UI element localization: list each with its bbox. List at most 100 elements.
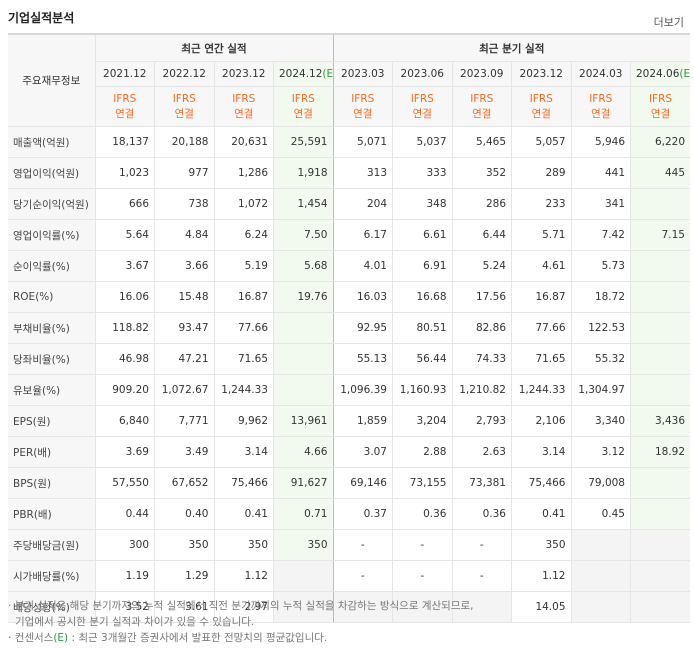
value: 3.67	[125, 260, 149, 272]
value: 5.64	[125, 229, 149, 241]
value-cell: 57,550	[94, 467, 155, 499]
value: 9,962	[237, 415, 268, 427]
row-label: 주당배당금(원)	[13, 539, 80, 552]
value-cell: 6.17	[332, 219, 393, 251]
value: 3.69	[125, 446, 149, 458]
row-label: PER(배)	[13, 446, 52, 459]
value-cell: 25,591	[273, 126, 333, 158]
value: 1,304.97	[578, 384, 625, 396]
period-label: 2024.03	[579, 68, 623, 80]
standard-label: IFRS	[648, 92, 673, 105]
value: 3.66	[185, 260, 209, 272]
value-cell: 5.19	[213, 250, 274, 282]
corner-cell: 주요재무정보	[8, 33, 95, 127]
value-cell	[392, 591, 452, 623]
data-row: 시가배당률(%) 1.19 1.29 1.12 - - - 1.12	[8, 560, 690, 592]
note: · 분기 실적은 해당 분기까지의 누적 실적에서 직전 분기까지의 누적 실적…	[8, 598, 473, 630]
note-text: 분기 실적은 해당 분기까지의 누적 실적에서 직전 분기까지의 누적 실적을 …	[14, 600, 474, 612]
data-row: 부채비율(%) 118.82 93.47 77.66 92.95 80.51 82.86 77…	[8, 312, 690, 344]
row-label: EPS(원)	[13, 415, 51, 428]
value-cell: 666	[94, 188, 155, 220]
corner-label: 주요재무정보	[22, 75, 81, 87]
value-cell: 4.61	[511, 250, 571, 282]
value-cell: 77.66	[511, 312, 571, 344]
value-cell: 3.52	[94, 591, 155, 623]
data-row: 영업이익(억원) 1,023 977 1,286 1,918 313 333 352 289 44…	[8, 157, 690, 189]
value: 77.66	[535, 322, 566, 334]
value-cell: 6.91	[392, 250, 452, 282]
value: 25,591	[290, 136, 328, 148]
row-label: 시가배당률(%)	[13, 570, 80, 583]
value-cell	[630, 250, 690, 282]
value-cell: 46.98	[94, 343, 155, 375]
value-cell: -	[392, 529, 452, 561]
row-label-cell: 영업이익률(%)	[8, 219, 95, 251]
value-cell: 1.29	[154, 560, 214, 592]
value: 79,008	[588, 477, 625, 489]
value: 1.19	[125, 570, 149, 582]
estimate-mark: (E)	[322, 68, 333, 80]
value-cell: 5,057	[511, 126, 571, 158]
value-cell: 350	[154, 529, 214, 561]
value: 15.48	[178, 291, 209, 303]
value: 5.73	[601, 260, 625, 272]
standard-label: 연결	[174, 107, 194, 120]
value: 6.44	[482, 229, 506, 241]
value-cell: -	[451, 560, 512, 592]
row-label: BPS(원)	[13, 477, 52, 490]
value-cell: 0.36	[392, 498, 452, 530]
value: 2.97	[244, 601, 268, 613]
value: 0.71	[304, 508, 328, 520]
value: 289	[545, 167, 566, 179]
value-cell: 5.71	[511, 219, 571, 251]
value: -	[420, 570, 425, 582]
more-link[interactable]: 더보기	[653, 16, 684, 29]
value-cell: 348	[392, 188, 452, 220]
row-label: ROE(%)	[13, 291, 54, 303]
value: -	[479, 539, 484, 551]
value: 1,072	[237, 198, 268, 210]
value-cell: 55.32	[570, 343, 631, 375]
data-row: ROE(%) 16.06 15.48 16.87 19.76 16.03 16.68 17.5…	[8, 281, 690, 313]
value-cell: 20,631	[213, 126, 274, 158]
value-cell: 289	[511, 157, 571, 189]
value: 80.51	[416, 322, 447, 334]
period-header: 2024.06(E)	[630, 61, 690, 87]
value: 300	[128, 539, 149, 551]
data-row: PBR(배) 0.44 0.40 0.41 0.71 0.37 0.36 0.36 0.41 0.…	[8, 498, 690, 530]
value: 19.76	[297, 291, 328, 303]
indent: 기업에서 공시한 분기 실적과 차이가 있을 수 있습니다.	[8, 616, 254, 628]
value: 47.21	[178, 353, 209, 365]
standard-label: IFRS	[589, 92, 613, 105]
value: 0.41	[244, 508, 268, 520]
value-cell: 5,071	[332, 126, 393, 158]
value-cell: 1,244.33	[511, 374, 571, 406]
value-cell: 82.86	[451, 312, 512, 344]
value: 0.37	[363, 508, 387, 520]
value: 6,840	[118, 415, 149, 427]
value-cell: -	[392, 560, 452, 592]
section-title: 기업실적분석	[8, 11, 75, 25]
standard-label: 연결	[472, 107, 492, 120]
standard-header: IFRS 연결	[511, 86, 571, 127]
standard-label: IFRS	[351, 92, 375, 105]
row-label-cell: PER(배)	[8, 436, 95, 468]
standard-header: IFRS 연결	[630, 86, 690, 127]
value-cell: 286	[451, 188, 512, 220]
value: 69,146	[350, 477, 387, 489]
value-cell: 2,106	[511, 405, 571, 437]
value: 1,160.93	[399, 384, 447, 396]
value-cell: 352	[451, 157, 512, 189]
value-cell: 445	[630, 157, 690, 189]
value: 73,381	[469, 477, 506, 489]
value-cell: 71.65	[213, 343, 274, 375]
period-header: 2023.12	[213, 61, 274, 87]
standard-label: 연결	[293, 107, 313, 120]
notes: · 분기 실적은 해당 분기까지의 누적 실적에서 직전 분기까지의 누적 실적…	[8, 598, 473, 646]
data-row: 매출액(억원) 18,137 20,188 20,631 25,591 5,071 5,03…	[8, 126, 690, 158]
value-cell: 341	[570, 188, 631, 220]
value-cell: 7,771	[154, 405, 214, 437]
financial-table: 주요재무정보 최근 연간 실적 최근 분기 실적 2021.12 2022.12 2023…	[8, 33, 690, 623]
row-label-cell: 시가배당률(%)	[8, 560, 95, 592]
value: 5,071	[356, 136, 387, 148]
